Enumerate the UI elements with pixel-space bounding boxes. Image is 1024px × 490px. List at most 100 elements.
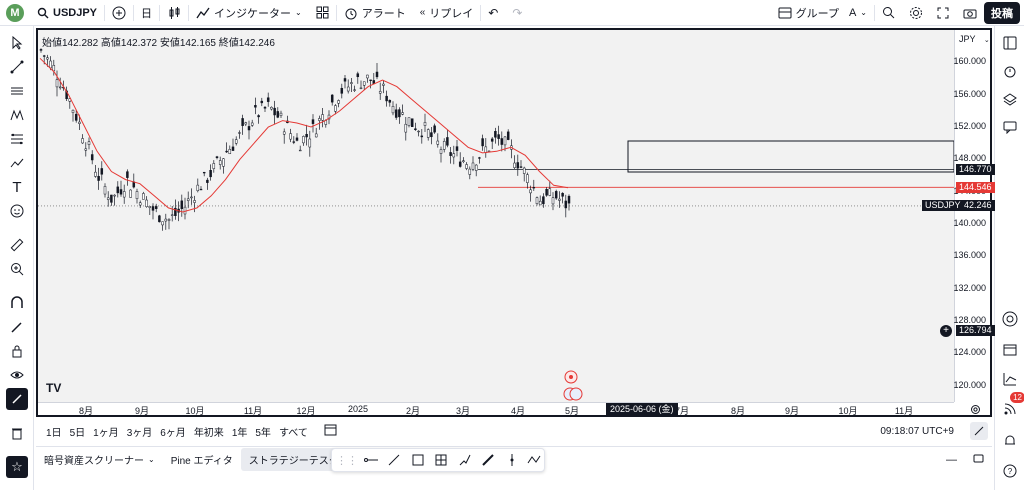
magnet-icon[interactable] bbox=[6, 292, 28, 314]
alerts-label: アラート bbox=[361, 7, 406, 20]
ruler-icon[interactable] bbox=[6, 234, 28, 256]
timeframe-button[interactable]: 1ヶ月 bbox=[93, 427, 119, 439]
timeframe-button[interactable]: 1年 bbox=[231, 427, 248, 439]
quick-search-button[interactable] bbox=[875, 0, 902, 26]
plot-area[interactable]: 始値142.282 高値142.372 安値142.165 終値142.246 … bbox=[38, 30, 954, 402]
currency-label[interactable]: JPY ⌄ bbox=[959, 34, 990, 44]
timeframe-button[interactable]: 6ヶ月 bbox=[160, 427, 186, 439]
rectangle-icon[interactable] bbox=[409, 451, 427, 469]
horizontal-lines-icon[interactable] bbox=[6, 80, 28, 102]
axis-settings-button[interactable] bbox=[970, 404, 982, 416]
trend-line-icon[interactable] bbox=[386, 451, 404, 469]
candle-body bbox=[468, 168, 472, 175]
adjust-button[interactable] bbox=[970, 422, 988, 440]
chart-pane[interactable]: 始値142.282 高値142.372 安値142.165 終値142.246 … bbox=[36, 28, 995, 417]
grid-tool-icon[interactable] bbox=[433, 451, 451, 469]
broadcast-icon[interactable]: 12 bbox=[999, 392, 1024, 420]
fib-icon[interactable] bbox=[6, 128, 28, 150]
y-tick-label: 128.000 bbox=[953, 315, 986, 326]
help-icon[interactable]: ? bbox=[999, 460, 1021, 482]
candle-body bbox=[250, 122, 254, 126]
time-axis[interactable]: 8月 9月 10月 11月 12月 2025 2月 3月 4月 5月 7月 8月 9月 10月 11月 202… bbox=[38, 402, 954, 416]
watchlist-icon[interactable] bbox=[999, 32, 1021, 54]
candle-body bbox=[161, 221, 164, 226]
tab-pine-editor[interactable]: Pine エディタ bbox=[163, 448, 241, 471]
cursor-icon[interactable] bbox=[6, 32, 28, 54]
y-tick-label: 160.000 bbox=[953, 56, 986, 67]
post-button[interactable]: 投稿 bbox=[984, 1, 1020, 24]
price-chart[interactable] bbox=[38, 30, 954, 402]
fullscreen-button[interactable] bbox=[930, 0, 956, 26]
candle-body bbox=[276, 111, 280, 118]
timeframe-button[interactable]: 3ヶ月 bbox=[126, 427, 153, 439]
candle-body bbox=[292, 141, 296, 143]
candle-body bbox=[554, 191, 558, 199]
link-icon[interactable] bbox=[6, 388, 28, 410]
add-alert-plus-icon[interactable]: + bbox=[940, 324, 952, 337]
screenshot-button[interactable] bbox=[956, 0, 984, 26]
minimize-button[interactable]: — bbox=[946, 453, 957, 466]
drag-handle-icon[interactable]: ⋮⋮ bbox=[336, 454, 358, 467]
timeframe-button[interactable]: 1日 bbox=[46, 427, 62, 439]
candle-body bbox=[433, 125, 436, 133]
candle-body bbox=[388, 99, 392, 103]
layers-icon[interactable] bbox=[999, 88, 1021, 110]
wave-icon[interactable] bbox=[527, 451, 545, 469]
candle-body bbox=[340, 87, 344, 94]
timeframe-button[interactable]: 5日 bbox=[69, 427, 86, 439]
alarm-clock-icon[interactable] bbox=[999, 60, 1021, 82]
vertical-line-icon[interactable] bbox=[503, 451, 521, 469]
tab-crypto-screener[interactable]: 暗号資産スクリーナー ⌄ bbox=[36, 448, 163, 471]
x-tick-label: 2月 bbox=[405, 406, 421, 416]
date-range-button[interactable] bbox=[324, 423, 337, 439]
emoji-icon[interactable] bbox=[6, 200, 28, 222]
avatar[interactable]: M bbox=[6, 3, 24, 22]
chart-type-button[interactable] bbox=[160, 0, 188, 26]
candle-body bbox=[289, 133, 292, 140]
tab-strategy-tester[interactable]: ストラテジーテスター bbox=[240, 448, 357, 471]
settings-button[interactable] bbox=[902, 0, 930, 26]
ideas-icon[interactable] bbox=[999, 368, 1021, 390]
text-icon[interactable]: T bbox=[12, 178, 22, 196]
candle-body bbox=[436, 140, 440, 145]
alerts-button[interactable]: アラート bbox=[337, 0, 413, 26]
star-icon[interactable]: ☆ bbox=[6, 456, 28, 478]
eye-icon[interactable] bbox=[6, 364, 28, 386]
zoom-in-icon[interactable] bbox=[6, 258, 28, 280]
maximize-button[interactable] bbox=[965, 454, 992, 466]
candle-body bbox=[529, 189, 532, 194]
timeframe-button[interactable]: 年初来 bbox=[193, 427, 224, 439]
undo-button[interactable]: ↶ bbox=[481, 0, 505, 26]
chat-icon[interactable] bbox=[999, 116, 1021, 138]
compare-button[interactable] bbox=[105, 0, 133, 26]
trash-icon[interactable] bbox=[6, 422, 28, 444]
replay-button[interactable]: « リプレイ bbox=[413, 0, 481, 26]
timeframe-button[interactable]: すべて bbox=[278, 427, 308, 439]
candle-body bbox=[257, 115, 260, 118]
calendar-icon[interactable] bbox=[999, 338, 1021, 360]
layout-group-button[interactable]: グループ A ⌄ bbox=[771, 0, 874, 26]
price-axis[interactable]: JPY ⌄ 160.000156.000152.000148.000144.00… bbox=[953, 30, 990, 402]
rewind-icon: « bbox=[419, 7, 426, 18]
divider bbox=[188, 4, 190, 21]
forecast-icon[interactable] bbox=[6, 152, 28, 174]
lock-icon[interactable] bbox=[6, 340, 28, 362]
horizontal-ray-icon[interactable] bbox=[362, 451, 380, 469]
compass-icon[interactable] bbox=[999, 308, 1021, 330]
candle-body bbox=[471, 162, 475, 170]
bell-icon[interactable] bbox=[999, 430, 1021, 452]
pencil-lock-icon[interactable] bbox=[6, 316, 28, 338]
interval-button[interactable]: 日 bbox=[141, 7, 153, 20]
clock-label[interactable]: 09:18:07 UTC+9 bbox=[880, 425, 954, 437]
symbol-search[interactable]: USDJPY bbox=[30, 0, 104, 26]
candle-body bbox=[366, 74, 369, 79]
crosshair-date-label: 2025-06-06 (金) bbox=[606, 403, 678, 415]
path-icon[interactable] bbox=[456, 451, 474, 469]
pattern-icon[interactable] bbox=[6, 104, 28, 126]
brush-icon[interactable] bbox=[480, 451, 498, 469]
redo-button[interactable]: ↷ bbox=[505, 0, 529, 26]
timeframe-button[interactable]: 5年 bbox=[255, 427, 271, 439]
layouts-button[interactable] bbox=[309, 0, 336, 26]
indicators-button[interactable]: インジケーター ⌄ bbox=[189, 0, 309, 26]
trend-line-icon[interactable] bbox=[6, 56, 28, 78]
